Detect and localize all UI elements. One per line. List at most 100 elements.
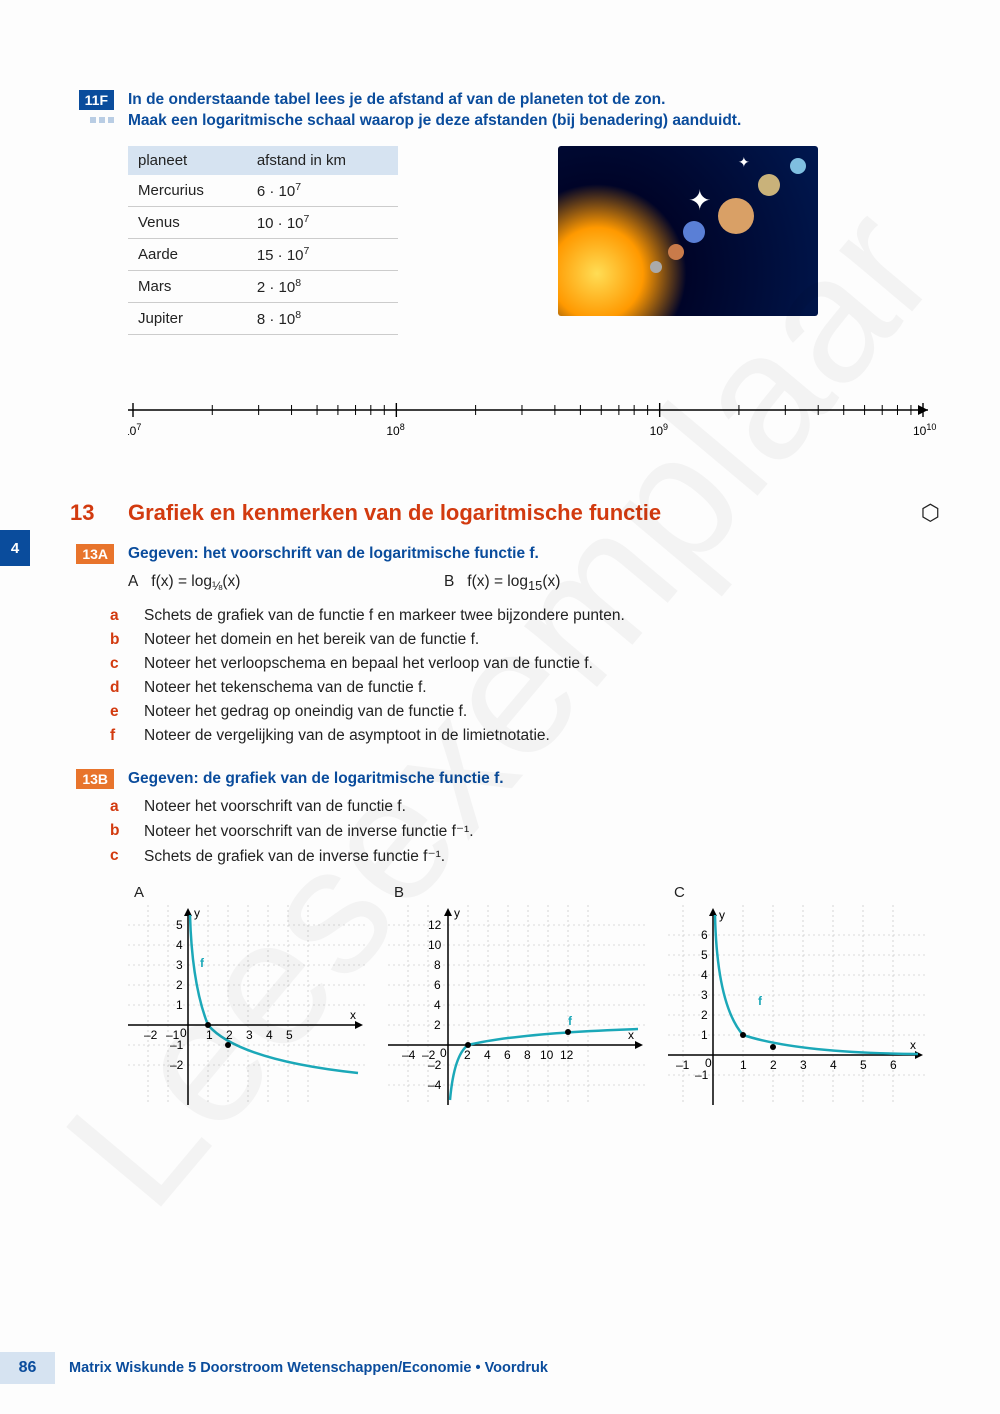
table-cell: Aarde xyxy=(128,238,247,270)
svg-text:5: 5 xyxy=(176,918,183,932)
svg-text:6: 6 xyxy=(701,928,708,942)
table-cell: Mars xyxy=(128,270,247,302)
svg-text:6: 6 xyxy=(434,978,441,992)
svg-text:x: x xyxy=(350,1008,356,1022)
svg-text:5: 5 xyxy=(860,1058,867,1072)
item-letter: b xyxy=(110,631,126,649)
table-cell: Mercurius xyxy=(128,175,247,207)
item-letter: f xyxy=(110,727,126,745)
item-text: Noteer het tekenschema van de functie f. xyxy=(144,679,427,697)
svg-text:10: 10 xyxy=(540,1048,554,1062)
svg-text:5: 5 xyxy=(286,1028,293,1042)
svg-text:6: 6 xyxy=(504,1048,511,1062)
svg-text:–2: –2 xyxy=(170,1058,184,1072)
svg-text:–2: –2 xyxy=(144,1028,158,1042)
item-text: Schets de grafiek van de inverse functie… xyxy=(144,847,445,866)
svg-text:y: y xyxy=(719,908,725,922)
svg-text:8: 8 xyxy=(524,1048,531,1062)
table-cell: Jupiter xyxy=(128,302,247,334)
book-title: Matrix Wiskunde 5 Doorstroom Wetenschapp… xyxy=(69,1360,548,1376)
svg-text:12: 12 xyxy=(560,1048,574,1062)
table-cell: 6 · 107 xyxy=(247,175,398,207)
svg-text:1: 1 xyxy=(740,1058,747,1072)
svg-text:4: 4 xyxy=(830,1058,837,1072)
chart-B: B yx –4–20 24681012 24681012 –2–4 f xyxy=(388,884,648,1110)
svg-text:2: 2 xyxy=(434,1018,441,1032)
svg-text:108: 108 xyxy=(386,422,404,438)
badge-13a: 13A xyxy=(76,544,114,564)
item-letter: a xyxy=(110,607,126,625)
list-item: b Noteer het domein en het bereik van de … xyxy=(110,631,940,649)
svg-text:109: 109 xyxy=(650,422,668,438)
section-number: 13 xyxy=(70,500,114,526)
svg-text:–4: –4 xyxy=(428,1078,442,1092)
svg-text:–1: –1 xyxy=(676,1058,690,1072)
svg-text:2: 2 xyxy=(176,978,183,992)
planet-table: planeet afstand in km Mercurius6 · 107Ve… xyxy=(128,146,398,335)
item-text: Noteer de vergelijking van de asymptoot … xyxy=(144,727,550,745)
item-letter: a xyxy=(110,798,126,816)
svg-text:1010: 1010 xyxy=(913,422,936,438)
item-text: Noteer het voorschrift van de inverse fu… xyxy=(144,822,474,841)
badge-13b: 13B xyxy=(76,769,114,789)
badge-11f: 11F xyxy=(79,90,114,110)
item-letter: c xyxy=(110,847,126,866)
page-number: 86 xyxy=(0,1352,55,1384)
svg-text:4: 4 xyxy=(484,1048,491,1062)
log-scale-axis: 107 108 109 1010 xyxy=(128,395,940,450)
list-item: f Noteer de vergelijking van de asymptoot… xyxy=(110,727,940,745)
svg-text:6: 6 xyxy=(890,1058,897,1072)
svg-text:1: 1 xyxy=(206,1028,213,1042)
svg-text:f: f xyxy=(568,1014,573,1028)
svg-text:3: 3 xyxy=(246,1028,253,1042)
svg-text:–1: –1 xyxy=(170,1038,184,1052)
item-letter: c xyxy=(110,655,126,673)
item-text: Schets de grafiek van de functie f en ma… xyxy=(144,607,625,625)
svg-text:2: 2 xyxy=(464,1048,471,1062)
svg-text:y: y xyxy=(194,906,200,920)
item-letter: d xyxy=(110,679,126,697)
ex13a-heading: Gegeven: het voorschrift van de logaritm… xyxy=(128,544,539,565)
svg-text:4: 4 xyxy=(266,1028,273,1042)
col-planet: planeet xyxy=(128,146,247,175)
svg-text:4: 4 xyxy=(434,998,441,1012)
svg-text:x: x xyxy=(910,1038,916,1052)
opt-B-formula: f(x) = log15(x) xyxy=(467,573,560,590)
difficulty-dots xyxy=(90,117,114,123)
list-item: aNoteer het voorschrift van de functie f… xyxy=(110,798,940,816)
svg-text:1: 1 xyxy=(176,998,183,1012)
chart-A: A yx –2–10 12345 12345 –1–2 f xyxy=(128,884,368,1110)
list-item: d Noteer het tekenschema van de functie f… xyxy=(110,679,940,697)
gear-icon: ⬡ xyxy=(921,500,940,526)
svg-text:3: 3 xyxy=(701,988,708,1002)
chart-C-label: C xyxy=(674,884,928,901)
svg-text:–4: –4 xyxy=(402,1048,416,1062)
list-item: c Schets de grafiek van de inverse functi… xyxy=(110,847,940,866)
item-letter: b xyxy=(110,822,126,841)
chart-B-label: B xyxy=(394,884,648,901)
svg-text:3: 3 xyxy=(800,1058,807,1072)
ex11f-line1: In de onderstaande tabel lees je de afst… xyxy=(128,90,741,111)
svg-text:8: 8 xyxy=(434,958,441,972)
svg-text:–1: –1 xyxy=(695,1068,709,1082)
ex11f-line2: Maak een logaritmische schaal waarop je … xyxy=(128,111,741,132)
svg-text:12: 12 xyxy=(428,918,442,932)
opt-A-formula: f(x) = log⅛(x) xyxy=(151,573,240,590)
solar-system-image: ✦ ✦ xyxy=(558,146,818,316)
chart-C: C yx –10 123456 123456 –1 f xyxy=(668,884,928,1110)
item-text: Noteer het gedrag op oneindig van de fun… xyxy=(144,703,467,721)
item-letter: e xyxy=(110,703,126,721)
svg-text:3: 3 xyxy=(176,958,183,972)
svg-text:1: 1 xyxy=(701,1028,708,1042)
chart-A-label: A xyxy=(134,884,368,901)
table-cell: 8 · 108 xyxy=(247,302,398,334)
table-cell: 15 · 107 xyxy=(247,238,398,270)
svg-text:y: y xyxy=(454,906,460,920)
svg-text:107: 107 xyxy=(128,422,141,438)
svg-text:f: f xyxy=(200,956,205,970)
col-distance: afstand in km xyxy=(247,146,398,175)
svg-text:f: f xyxy=(758,994,763,1008)
svg-text:2: 2 xyxy=(701,1008,708,1022)
item-text: Noteer het domein en het bereik van de f… xyxy=(144,631,479,649)
table-cell: 2 · 108 xyxy=(247,270,398,302)
